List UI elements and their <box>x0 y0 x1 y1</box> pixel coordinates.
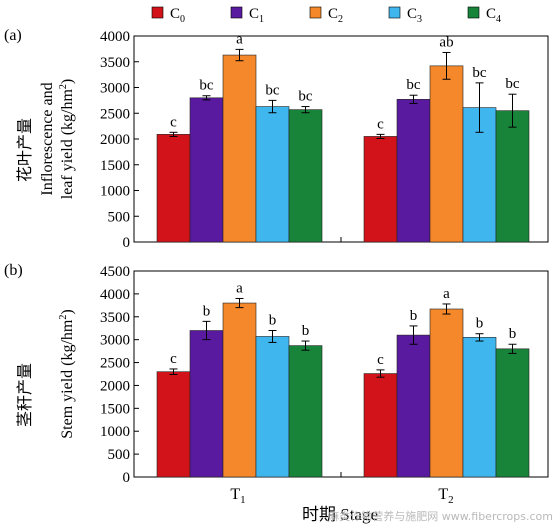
legend-swatch-C2 <box>309 6 322 19</box>
significance-letter: bc <box>265 82 280 98</box>
legend-label-C1: C1 <box>249 6 264 25</box>
y-axis-label-en: Stem yield (kg/hm2) <box>58 309 76 438</box>
legend-label-C4: C4 <box>486 6 501 25</box>
bar-C0-T1 <box>156 371 191 478</box>
significance-letter: b <box>509 326 517 342</box>
y-tick-label: 500 <box>108 209 131 225</box>
legend-label-C2: C2 <box>328 6 343 25</box>
significance-letter: bc <box>472 65 487 81</box>
significance-letter: b <box>203 303 211 319</box>
y-tick-label: 1500 <box>100 158 130 174</box>
y-tick-label: 0 <box>123 235 131 251</box>
y-tick-label: 4000 <box>100 29 130 45</box>
significance-letter: bc <box>199 78 214 94</box>
panel-b: 0 500 1000 1500 2000 2500 3000 3500 4000 4500 c c b b… <box>4 262 549 486</box>
watermark: 麻类作物营养与施肥网 www.fibercrops.com <box>328 510 553 523</box>
significance-letter: bc <box>406 77 421 93</box>
significance-letter: b <box>302 323 310 339</box>
significance-letter: c <box>377 352 384 368</box>
bar-C4-T2 <box>495 348 530 478</box>
y-tick-label: 2500 <box>100 106 130 122</box>
bar-C4-T2 <box>495 110 530 243</box>
y-tick-label: 3000 <box>100 333 130 349</box>
bar-C3-T1 <box>255 336 290 478</box>
significance-letter: c <box>170 114 177 130</box>
bar-C3-T2 <box>462 337 497 478</box>
significance-letter: a <box>236 31 243 47</box>
y-axis-label-cn: 茎秆产量 <box>16 363 34 427</box>
y-axis-label-cn: 花叶产量 <box>16 118 34 182</box>
bar-C4-T1 <box>288 109 323 243</box>
legend-swatch-C4 <box>467 6 480 19</box>
x-group-label-T1: T1 <box>230 486 245 506</box>
significance-letter: c <box>170 351 177 367</box>
y-tick-label: 3500 <box>100 310 130 326</box>
legend-label-C3: C3 <box>407 6 422 25</box>
y-tick-label: 1500 <box>100 401 130 417</box>
y-tick-label: 1000 <box>100 424 130 440</box>
y-tick-label: 4000 <box>100 287 130 303</box>
x-axis-title: 时期 Stage <box>302 505 378 524</box>
panel-label: (a) <box>4 27 22 44</box>
significance-letter: bc <box>505 76 520 92</box>
y-tick-label: 1000 <box>100 184 130 200</box>
bar-C0-T1 <box>156 134 191 243</box>
legend-swatch-C3 <box>388 6 401 19</box>
bar-C1-T2 <box>396 99 431 243</box>
bar-C2-T1 <box>222 54 257 243</box>
bar-C1-T1 <box>189 97 224 243</box>
significance-letter: ab <box>439 34 453 50</box>
y-tick-label: 0 <box>123 470 131 486</box>
significance-letter: a <box>443 286 450 302</box>
significance-letter: c <box>377 116 384 132</box>
significance-letter: bc <box>298 89 313 105</box>
legend-swatch-C0 <box>151 6 164 19</box>
y-axis-label-en-line1: Inflorescence and <box>39 82 56 195</box>
significance-letter: a <box>236 280 243 296</box>
bar-C0-T2 <box>363 136 398 243</box>
x-group-label-T2: T2 <box>438 486 453 506</box>
significance-letter: b <box>476 316 484 332</box>
y-tick-label: 3500 <box>100 55 130 71</box>
bar-C1-T2 <box>396 334 431 478</box>
panel-label: (b) <box>4 262 23 279</box>
significance-letter: b <box>410 308 418 324</box>
y-tick-label: 3000 <box>100 81 130 97</box>
y-tick-label: 2500 <box>100 356 130 372</box>
bar-C1-T1 <box>189 330 224 478</box>
panel-a: 0 500 1000 1500 2000 2500 3000 3500 4000 c c bc bc a a… <box>4 27 549 251</box>
bar-C2-T1 <box>222 302 257 478</box>
y-tick-label: 500 <box>108 447 131 463</box>
legend-label-C0: C0 <box>170 6 185 25</box>
bar-C0-T2 <box>363 373 398 478</box>
bar-C2-T2 <box>429 308 464 478</box>
y-tick-label: 2000 <box>100 132 130 148</box>
y-tick-label: 4500 <box>100 264 130 280</box>
y-tick-label: 2000 <box>100 378 130 394</box>
bar-C4-T1 <box>288 345 323 478</box>
y-axis-label-en-line2: leaf yield (kg/hm2) <box>58 79 76 200</box>
bar-C2-T2 <box>429 65 464 243</box>
bar-C3-T1 <box>255 106 290 243</box>
significance-letter: b <box>269 313 277 329</box>
legend-swatch-C1 <box>230 6 243 19</box>
